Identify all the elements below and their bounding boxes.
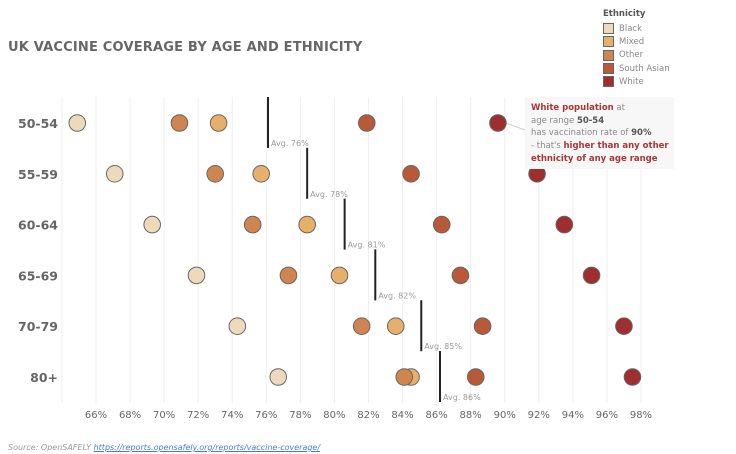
legend: Ethnicity Black Mixed Other South Asian Whit… <box>603 9 670 88</box>
legend-label: Black <box>619 23 642 34</box>
legend-item[interactable]: South Asian <box>603 62 670 75</box>
x-tick-label: 92% <box>528 410 550 421</box>
average-label: Avg. 85% <box>424 342 462 351</box>
legend-label: Other <box>619 50 644 61</box>
legend-item[interactable]: Other <box>603 49 670 62</box>
tooltip: White population at age range 50-54 has … <box>525 97 674 169</box>
source-note: Source: OpenSAFELY https://reports.opens… <box>8 443 320 452</box>
y-category-label: 60-64 <box>18 218 58 233</box>
data-point-mixed <box>209 114 228 132</box>
y-category-label: 55-59 <box>18 167 58 182</box>
data-point-south-asian <box>473 317 492 336</box>
tooltip-text: has vaccination rate of <box>531 128 632 139</box>
tooltip-connector <box>505 122 526 131</box>
legend-label: South Asian <box>619 63 670 74</box>
data-point-mixed <box>330 266 349 285</box>
x-tick-label: 68% <box>119 410 141 421</box>
tooltip-text: 50-54 <box>576 115 605 126</box>
x-tick-label: 98% <box>630 410 652 421</box>
tooltip-text: - that's <box>531 141 564 152</box>
tooltip-text: age range <box>531 115 577 126</box>
data-point-other <box>206 165 225 183</box>
average-label: Avg. 86% <box>443 393 481 402</box>
legend-item[interactable]: Black <box>603 22 670 35</box>
data-point-south-asian <box>451 266 470 285</box>
data-point-other <box>395 368 414 386</box>
average-label: Avg. 82% <box>378 291 416 300</box>
x-tick-label: 74% <box>221 410 243 421</box>
legend-swatch <box>603 63 614 75</box>
data-point-black <box>68 114 87 132</box>
y-category-label: 80+ <box>30 370 58 385</box>
x-tick-label: 82% <box>357 410 379 421</box>
data-point-black <box>187 266 206 285</box>
data-point-white <box>489 114 507 132</box>
x-tick-label: 88% <box>460 410 482 421</box>
source-link[interactable]: https://reports.opensafely.org/reports/v… <box>93 443 321 452</box>
average-label: Avg. 76% <box>271 139 309 148</box>
y-category-label: 50-54 <box>18 116 58 131</box>
legend-item[interactable]: White <box>603 75 670 88</box>
data-point-other <box>243 215 262 234</box>
chart-title: UK VACCINE COVERAGE BY AGE AND ETHNICITY <box>8 40 363 55</box>
x-tick-label: 78% <box>289 410 311 421</box>
x-tick-label: 72% <box>187 410 209 421</box>
legend-swatch <box>603 23 614 35</box>
tooltip-text: higher than any other <box>563 141 669 152</box>
data-point-mixed <box>386 317 405 336</box>
x-tick-label: 84% <box>391 410 413 421</box>
y-category-label: 70-79 <box>18 319 58 334</box>
data-point-white <box>615 317 633 336</box>
legend-swatch <box>603 36 614 48</box>
data-point-south-asian <box>402 165 420 183</box>
legend-label: Mixed <box>619 36 645 47</box>
tooltip-text: White population <box>531 103 614 113</box>
average-label: Avg. 81% <box>348 241 386 250</box>
x-tick-label: 66% <box>85 410 107 421</box>
data-point-south-asian <box>357 114 376 132</box>
legend-label: White <box>619 76 644 87</box>
data-point-white <box>623 368 642 386</box>
data-point-mixed <box>298 215 316 234</box>
legend-title: Ethnicity <box>603 9 646 19</box>
y-category-label: 65-69 <box>18 268 58 283</box>
legend-item[interactable]: Mixed <box>603 35 670 48</box>
legend-swatch <box>603 76 614 88</box>
data-point-black <box>269 368 288 386</box>
tooltip-text: at <box>613 103 625 113</box>
data-point-black <box>105 165 124 183</box>
data-point-south-asian <box>432 215 451 234</box>
x-tick-label: 90% <box>494 410 516 421</box>
data-point-black <box>228 317 247 336</box>
data-point-mixed <box>252 165 270 183</box>
data-point-other <box>352 317 371 336</box>
data-point-other <box>170 114 189 132</box>
x-tick-label: 94% <box>562 410 584 421</box>
x-tick-label: 70% <box>153 410 175 421</box>
average-label: Avg. 78% <box>310 190 348 199</box>
data-point-white <box>555 215 574 234</box>
x-tick-label: 76% <box>255 410 277 421</box>
legend-swatch <box>603 49 614 61</box>
data-point-white <box>582 266 601 285</box>
data-point-south-asian <box>466 368 485 386</box>
x-tick-label: 86% <box>425 410 447 421</box>
tooltip-text: 90% <box>631 128 652 139</box>
data-point-black <box>143 215 161 234</box>
x-tick-label: 96% <box>596 410 618 421</box>
x-tick-label: 80% <box>323 410 345 421</box>
data-point-other <box>279 266 298 285</box>
source-label: Source: OpenSAFELY <box>8 443 94 452</box>
tooltip-text: ethnicity of any age range <box>531 153 658 164</box>
